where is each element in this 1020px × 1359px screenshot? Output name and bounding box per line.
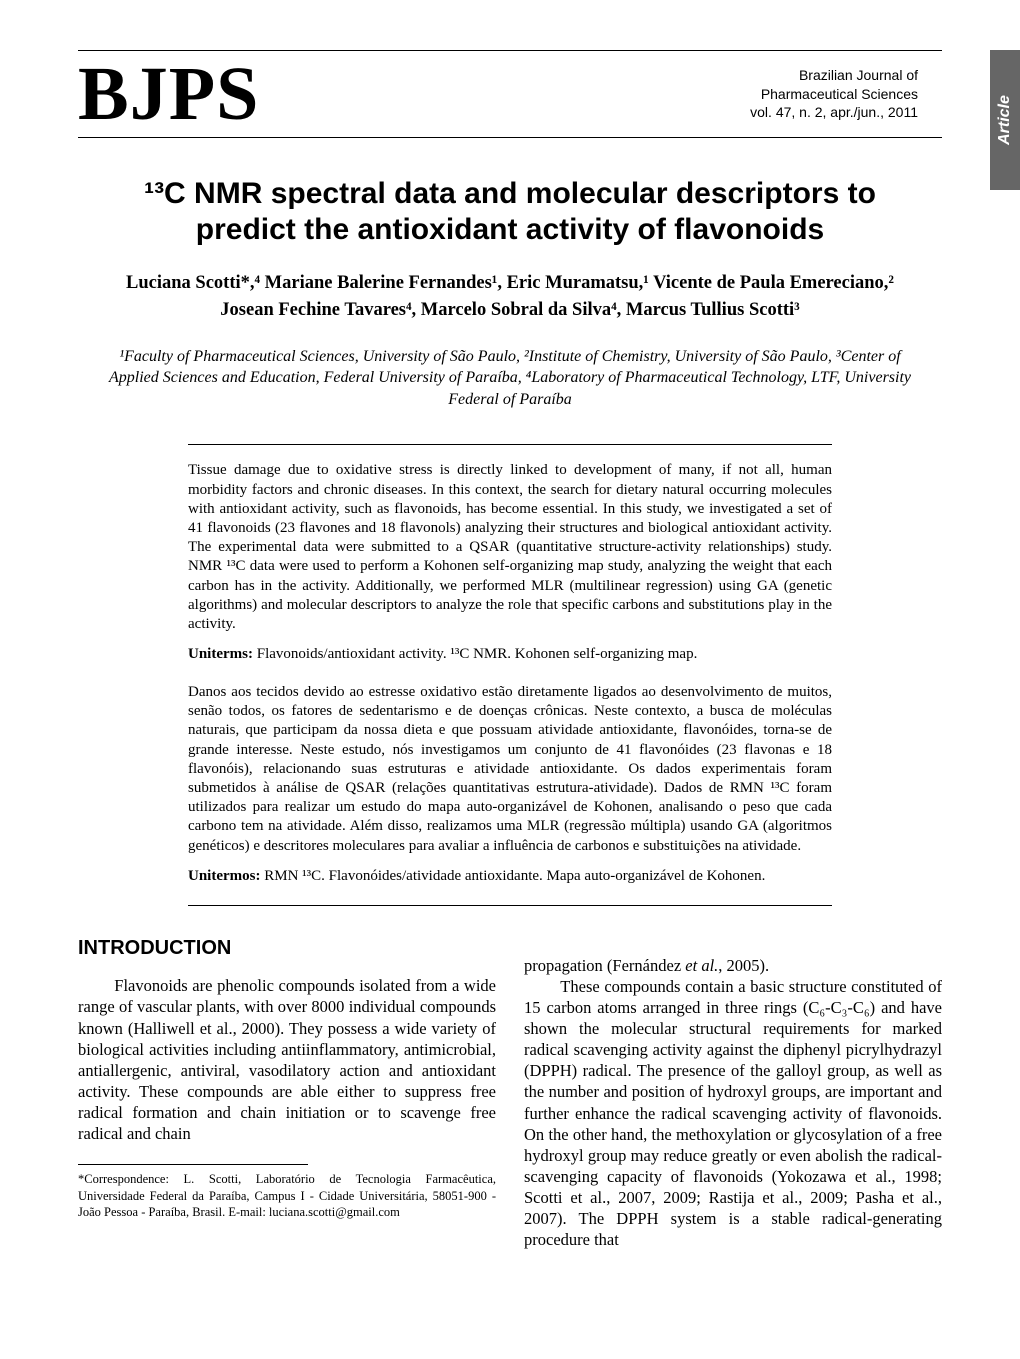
body-para-3: These compounds contain a basic structur…: [524, 976, 942, 1250]
body-col-left: INTRODUCTION Flavonoids are phenolic com…: [78, 906, 496, 1251]
authors-line-1: Luciana Scotti*,⁴ Mariane Balerine Ferna…: [126, 273, 894, 293]
uniterms-pt: Unitermos: RMN ¹³C. Flavonóides/atividad…: [188, 868, 832, 885]
body-para-1: Flavonoids are phenolic compounds isolat…: [78, 975, 496, 1144]
journal-name-1: Brazilian Journal of: [750, 66, 918, 85]
abstract-en: Tissue damage due to oxidative stress is…: [188, 461, 832, 634]
body-col-right: propagation (Fernández et al., 2005). Th…: [524, 906, 942, 1251]
uniterms-en: Uniterms: Flavonoids/antioxidant activit…: [188, 646, 832, 663]
section-heading-introduction: INTRODUCTION: [78, 936, 496, 962]
uniterms-en-text: Flavonoids/antioxidant activity. ¹³C NMR…: [253, 646, 697, 662]
uniterms-en-label: Uniterms:: [188, 646, 253, 662]
masthead: BJPS Brazilian Journal of Pharmaceutical…: [78, 50, 942, 138]
article-title: ¹³C NMR spectral data and molecular desc…: [118, 176, 902, 248]
journal-name-2: Pharmaceutical Sciences: [750, 85, 918, 104]
authors-line-2: Josean Fechine Tavares⁴, Marcelo Sobral …: [220, 300, 799, 320]
correspondence: *Correspondence: L. Scotti, Laboratório …: [78, 1171, 496, 1220]
body-para-2: propagation (Fernández et al., 2005).: [524, 955, 942, 976]
correspondence-rule: [78, 1164, 308, 1165]
authors: Luciana Scotti*,⁴ Mariane Balerine Ferna…: [108, 270, 912, 324]
journal-logo: BJPS: [78, 56, 259, 132]
affiliations: ¹Faculty of Pharmaceutical Sciences, Uni…: [98, 346, 922, 411]
journal-meta: Brazilian Journal of Pharmaceutical Scie…: [750, 66, 942, 123]
uniterms-pt-text: RMN ¹³C. Flavonóides/atividade antioxida…: [260, 868, 765, 884]
side-tab-article: Article: [990, 50, 1020, 190]
title-line-1: ¹³C NMR spectral data and molecular desc…: [144, 177, 876, 210]
side-tab-label: Article: [996, 95, 1014, 145]
body-columns: INTRODUCTION Flavonoids are phenolic com…: [78, 906, 942, 1251]
journal-volume: vol. 47, n. 2, apr./jun., 2011: [750, 103, 918, 122]
uniterms-pt-label: Unitermos:: [188, 868, 260, 884]
abstract-rule-top: [188, 444, 832, 445]
abstract-block: Tissue damage due to oxidative stress is…: [188, 444, 832, 905]
title-line-2: predict the antioxidant activity of flav…: [196, 213, 824, 246]
abstract-pt: Danos aos tecidos devido ao estresse oxi…: [188, 683, 832, 856]
